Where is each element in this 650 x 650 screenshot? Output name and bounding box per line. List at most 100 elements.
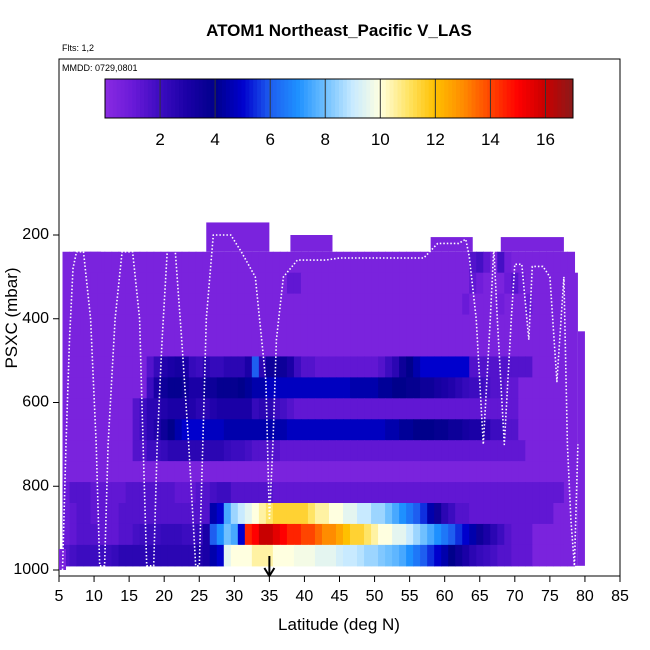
colorbar-tick-label: 6 bbox=[265, 130, 274, 149]
heatmap-cell bbox=[511, 272, 519, 295]
heatmap-cell bbox=[504, 398, 512, 420]
heatmap-cell bbox=[413, 523, 421, 546]
heatmap-cell bbox=[195, 419, 204, 441]
heatmap-cell bbox=[279, 482, 288, 504]
heatmap-cell bbox=[462, 314, 470, 337]
colorbar-segment bbox=[241, 79, 246, 118]
heatmap-cell bbox=[307, 251, 316, 274]
heatmap-cell bbox=[328, 523, 337, 546]
heatmap-cell bbox=[132, 293, 141, 316]
heatmap-cell bbox=[343, 293, 351, 316]
heatmap-cell bbox=[104, 461, 113, 483]
heatmap-cell bbox=[483, 377, 491, 399]
heatmap-cell bbox=[307, 419, 316, 441]
heatmap-cell bbox=[427, 377, 435, 399]
heatmap-cell bbox=[371, 440, 379, 462]
heatmap-cell bbox=[174, 544, 183, 567]
heatmap-cell bbox=[76, 314, 85, 337]
heatmap-cell bbox=[420, 482, 428, 504]
heatmap-cell bbox=[76, 461, 85, 483]
heatmap-cell bbox=[476, 356, 484, 378]
heatmap-cell bbox=[97, 398, 106, 420]
x-axis-label: Latitude (deg N) bbox=[278, 615, 400, 634]
heatmap-cell bbox=[146, 377, 155, 399]
heatmap-cell bbox=[413, 335, 421, 358]
heatmap-cell bbox=[293, 503, 302, 525]
heatmap-cell bbox=[518, 461, 526, 483]
heatmap-cell bbox=[469, 314, 477, 337]
heatmap-cell bbox=[539, 461, 547, 483]
heatmap-block bbox=[563, 272, 578, 566]
heatmap-cell bbox=[420, 398, 428, 420]
heatmap-cell bbox=[188, 482, 197, 504]
heatmap-cell bbox=[335, 482, 344, 504]
heatmap-cell bbox=[76, 482, 85, 504]
heatmap-cell bbox=[146, 314, 155, 337]
heatmap-cell bbox=[230, 544, 239, 567]
heatmap-cell bbox=[343, 440, 351, 462]
heatmap-cell bbox=[118, 377, 127, 399]
heatmap-cell bbox=[441, 251, 449, 274]
heatmap-cell bbox=[97, 377, 106, 399]
colorbar-segment bbox=[112, 79, 118, 118]
heatmap-cell bbox=[244, 356, 253, 378]
heatmap-cell bbox=[378, 335, 386, 358]
x-tick-label: 15 bbox=[120, 588, 138, 605]
heatmap-cell bbox=[343, 251, 351, 274]
heatmap-cell bbox=[209, 272, 218, 295]
colorbar-segment bbox=[202, 79, 207, 118]
heatmap-cell bbox=[399, 335, 407, 358]
heatmap-cell bbox=[504, 503, 512, 525]
heatmap-cell bbox=[392, 335, 400, 358]
heatmap-cell bbox=[441, 293, 449, 316]
heatmap-cell bbox=[230, 482, 239, 504]
heatmap-cell bbox=[497, 251, 505, 274]
heatmap-cell bbox=[504, 544, 512, 567]
x-tick-label: 25 bbox=[190, 588, 208, 605]
heatmap-cell bbox=[244, 398, 253, 420]
colorbar-segment bbox=[526, 79, 531, 118]
heatmap-cell bbox=[244, 293, 253, 316]
heatmap-cell bbox=[553, 335, 561, 358]
heatmap-cell bbox=[216, 482, 225, 504]
heatmap-cell bbox=[153, 314, 162, 337]
heatmap-cell bbox=[97, 523, 106, 546]
heatmap-cell bbox=[357, 523, 365, 546]
heatmap-cell bbox=[202, 356, 211, 378]
heatmap-cell bbox=[434, 293, 442, 316]
colorbar-segment bbox=[307, 79, 313, 118]
heatmap-cell bbox=[441, 461, 449, 483]
heatmap-cell bbox=[202, 461, 211, 483]
y-axis: 200 400 600 800 1000 bbox=[13, 226, 59, 578]
heatmap-cell bbox=[434, 377, 442, 399]
heatmap-cell bbox=[118, 544, 127, 567]
heatmap-cell bbox=[497, 356, 505, 378]
colorbar-tick-label: 2 bbox=[155, 130, 164, 149]
heatmap-cell bbox=[504, 419, 512, 441]
heatmap-cell bbox=[371, 251, 379, 274]
colorbar-segment bbox=[557, 79, 562, 118]
heatmap-cell bbox=[483, 544, 491, 567]
heatmap-cell bbox=[434, 482, 442, 504]
heatmap-cell bbox=[97, 335, 106, 358]
heatmap-cell bbox=[490, 356, 498, 378]
heatmap-cell bbox=[160, 544, 169, 567]
heatmap-cell bbox=[188, 503, 197, 525]
heatmap-cell bbox=[525, 482, 533, 504]
heatmap-cell bbox=[195, 482, 204, 504]
colorbar-segment bbox=[222, 79, 227, 118]
heatmap-cell bbox=[357, 544, 365, 567]
heatmap-cell bbox=[251, 523, 260, 546]
heatmap-cell bbox=[272, 461, 281, 483]
heatmap-cell bbox=[153, 523, 162, 546]
colorbar-segment bbox=[358, 79, 363, 118]
heatmap-cell bbox=[462, 461, 470, 483]
heatmap-cell bbox=[546, 335, 554, 358]
heatmap-cell bbox=[244, 503, 253, 525]
heatmap-cell bbox=[90, 335, 99, 358]
heatmap-cell bbox=[174, 335, 183, 358]
heatmap-cell bbox=[441, 523, 449, 546]
heatmap-cell bbox=[279, 251, 288, 274]
heatmap-cell bbox=[62, 398, 71, 420]
heatmap-cell bbox=[307, 293, 316, 316]
